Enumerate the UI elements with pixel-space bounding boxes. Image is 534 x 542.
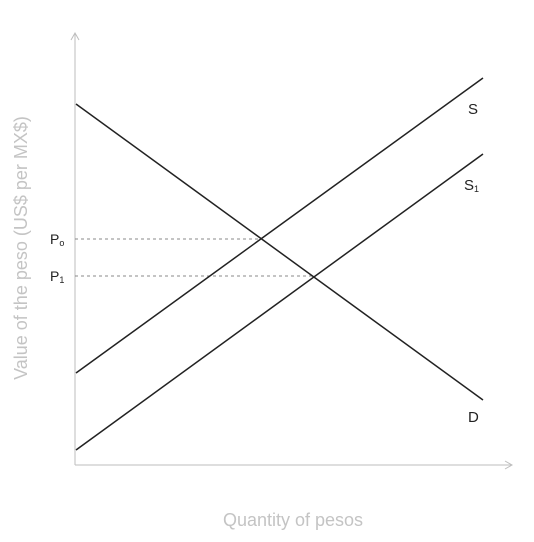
label-s1-main: S [464,177,474,194]
axes [70,31,514,470]
label-p1: P1 [50,268,64,285]
label-s: S [468,101,478,118]
demand-curve [75,103,484,401]
label-p1-sub: 1 [59,275,64,285]
label-s1-sub: 1 [474,184,479,194]
y-axis-arrowhead [70,31,80,41]
label-d: D [468,409,479,426]
label-s1: S1 [464,177,479,194]
x-axis-title: Quantity of pesos [223,510,363,530]
label-p0-main: P [50,231,59,247]
label-p0: Po [50,231,64,248]
x-axis-arrowhead [504,460,514,470]
label-p1-main: P [50,268,59,284]
supply-curve-s1 [75,153,484,451]
y-axis-title: Value of the peso (US$ per MX$) [11,116,31,380]
supply-curve-s [75,77,484,374]
label-p0-sub: o [59,238,64,248]
